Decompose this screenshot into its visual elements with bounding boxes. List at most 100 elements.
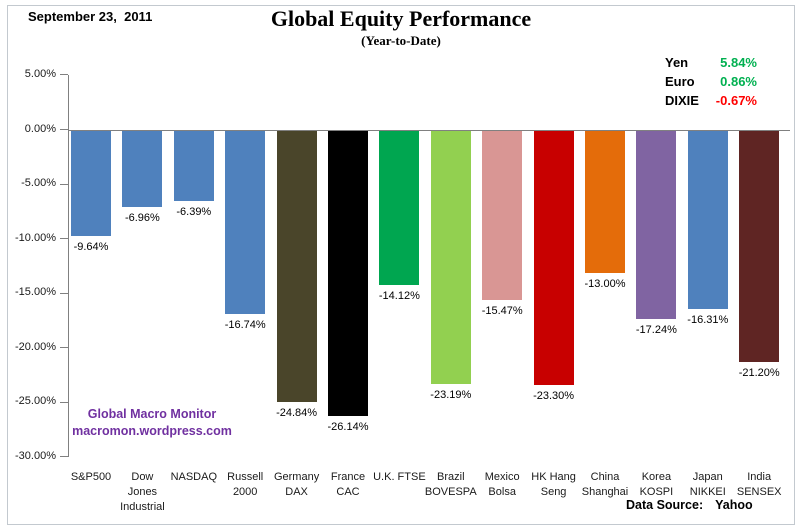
x-axis-category-label: Japan NIKKEI xyxy=(676,470,740,500)
y-axis-tick-label: -5.00% xyxy=(21,177,56,190)
x-axis-category-line: 2000 xyxy=(232,486,258,498)
x-axis-category-line: Japan xyxy=(692,471,723,483)
y-axis-line xyxy=(68,75,69,457)
fx-legend-value: -0.67% xyxy=(715,93,757,108)
fx-legend: Yen 5.84% Euro 0.86% DIXIE -0.67% xyxy=(665,53,757,110)
y-axis-tick-label: 5.00% xyxy=(24,67,56,80)
x-axis-category-line: HK Hang xyxy=(531,471,576,483)
x-axis-category-label: Mexico Bolsa xyxy=(470,470,534,500)
x-axis-category-line: Seng xyxy=(540,486,567,498)
bar-germany-dax xyxy=(276,130,317,402)
data-source-value: Yahoo xyxy=(715,498,753,512)
bar-value-label: -23.19% xyxy=(430,388,472,401)
bar-value-label: -16.74% xyxy=(224,318,266,331)
x-axis-category-line: SENSEX xyxy=(736,486,782,498)
fx-legend-row: Euro 0.86% xyxy=(665,72,757,91)
bar-value-label: -26.14% xyxy=(327,420,369,433)
x-axis-category-line: BOVESPA xyxy=(424,486,477,498)
bar-value-label: -15.47% xyxy=(481,304,523,317)
date-label: September 23, 2011 xyxy=(28,9,153,24)
x-axis-category-line: Korea xyxy=(641,471,672,483)
x-axis-category-label: NASDAQ xyxy=(162,470,226,485)
bar-u-k-ftse xyxy=(379,130,420,285)
x-axis-category-line: DAX xyxy=(285,486,308,498)
x-axis-category-line: Industrial xyxy=(120,501,165,513)
y-axis-tick xyxy=(60,238,68,240)
y-axis-tick xyxy=(60,292,68,294)
bar-value-label: -16.31% xyxy=(687,313,729,326)
x-axis-category-line: NASDAQ xyxy=(170,471,218,483)
branding-line1: Global Macro Monitor xyxy=(87,407,217,421)
bar-s-p500 xyxy=(71,130,111,236)
bar-value-label: -14.12% xyxy=(378,289,420,302)
bar-mexico-bolsa xyxy=(482,130,523,300)
bar-value-label: -17.24% xyxy=(635,323,677,336)
bar-korea-kospi xyxy=(636,130,677,319)
fx-legend-label: Euro xyxy=(665,74,695,89)
x-axis-category-line: CAC xyxy=(336,486,360,498)
x-axis-category-label: France CAC xyxy=(316,470,380,500)
y-axis-tick-label: -10.00% xyxy=(15,231,56,244)
bar-value-label: -9.64% xyxy=(73,240,109,253)
bar-brazil-bovespa xyxy=(430,130,471,384)
x-axis-category-label: U.K. FTSE xyxy=(367,470,431,485)
x-axis-category-label: Korea KOSPI xyxy=(624,470,688,500)
bar-nasdaq xyxy=(173,130,214,201)
bar-india-sensex xyxy=(739,130,780,362)
x-axis-category-line: Shanghai xyxy=(581,486,629,498)
x-axis-category-label: Brazil BOVESPA xyxy=(419,470,483,500)
x-axis-category-line: U.K. FTSE xyxy=(373,471,426,483)
bar-value-label: -24.84% xyxy=(276,406,318,419)
x-axis-category-label: Germany DAX xyxy=(265,470,329,500)
fx-legend-value: 5.84% xyxy=(720,55,757,70)
x-axis-category-line: France xyxy=(330,471,366,483)
x-axis-category-line: Bolsa xyxy=(488,486,516,498)
x-axis-category-line: KOSPI xyxy=(639,486,674,498)
branding: Global Macro Monitor macromon.wordpress.… xyxy=(63,406,241,440)
fx-legend-label: Yen xyxy=(665,55,689,70)
bar-russell-2000 xyxy=(225,130,266,314)
data-source: Data Source: Yahoo xyxy=(626,498,753,512)
y-axis-tick-label: 0.00% xyxy=(24,122,56,135)
x-axis-category-label: India SENSEX xyxy=(727,470,791,500)
x-axis-category-line: Germany xyxy=(273,471,320,483)
chart-title: Global Equity Performance xyxy=(270,6,532,31)
branding-line2: macromon.wordpress.com xyxy=(72,424,232,438)
x-axis-category-label: HK Hang Seng xyxy=(522,470,586,500)
fx-legend-row: Yen 5.84% xyxy=(665,53,757,72)
fx-legend-value: 0.86% xyxy=(720,74,757,89)
chart-subtitle: (Year-to-Date) xyxy=(361,33,441,48)
x-axis-category-label: Dow Jones Industrial xyxy=(110,470,174,515)
y-axis-tick-label: -15.00% xyxy=(15,286,56,299)
bar-value-label: -13.00% xyxy=(584,277,626,290)
y-axis-tick-label: -20.00% xyxy=(15,340,56,353)
y-axis-tick xyxy=(60,401,68,403)
bar-japan-nikkei xyxy=(687,130,728,309)
bar-hk-hang-seng xyxy=(533,130,574,385)
x-axis-category-line: China xyxy=(590,471,620,483)
y-axis-tick-label: -25.00% xyxy=(15,395,56,408)
x-axis-category-line: S&P500 xyxy=(70,471,112,483)
y-axis-tick xyxy=(60,347,68,349)
bar-value-label: -6.96% xyxy=(124,211,160,224)
bar-value-label: -21.20% xyxy=(738,366,780,379)
x-axis-category-line: Mexico xyxy=(484,471,520,483)
y-axis-tick xyxy=(60,74,68,76)
x-axis-category-label: Russell 2000 xyxy=(213,470,277,500)
bar-value-label: -6.39% xyxy=(176,205,212,218)
x-axis-category-label: China Shanghai xyxy=(573,470,637,500)
x-axis-category-line: NIKKEI xyxy=(689,486,726,498)
bar-france-cac xyxy=(328,130,368,416)
zero-gridline xyxy=(68,129,790,131)
x-axis-category-line: Dow xyxy=(131,471,154,483)
bar-dow-jones-industrial xyxy=(122,130,163,207)
x-axis-category-label: S&P500 xyxy=(59,470,123,485)
y-axis-tick xyxy=(60,183,68,185)
x-axis-category-line: Brazil xyxy=(437,471,465,483)
data-source-label: Data Source: xyxy=(626,498,704,512)
x-axis-category-line: Jones xyxy=(127,486,158,498)
fx-legend-label: DIXIE xyxy=(665,93,699,108)
bar-value-label: -23.30% xyxy=(533,389,575,402)
fx-legend-row: DIXIE -0.67% xyxy=(665,91,757,110)
